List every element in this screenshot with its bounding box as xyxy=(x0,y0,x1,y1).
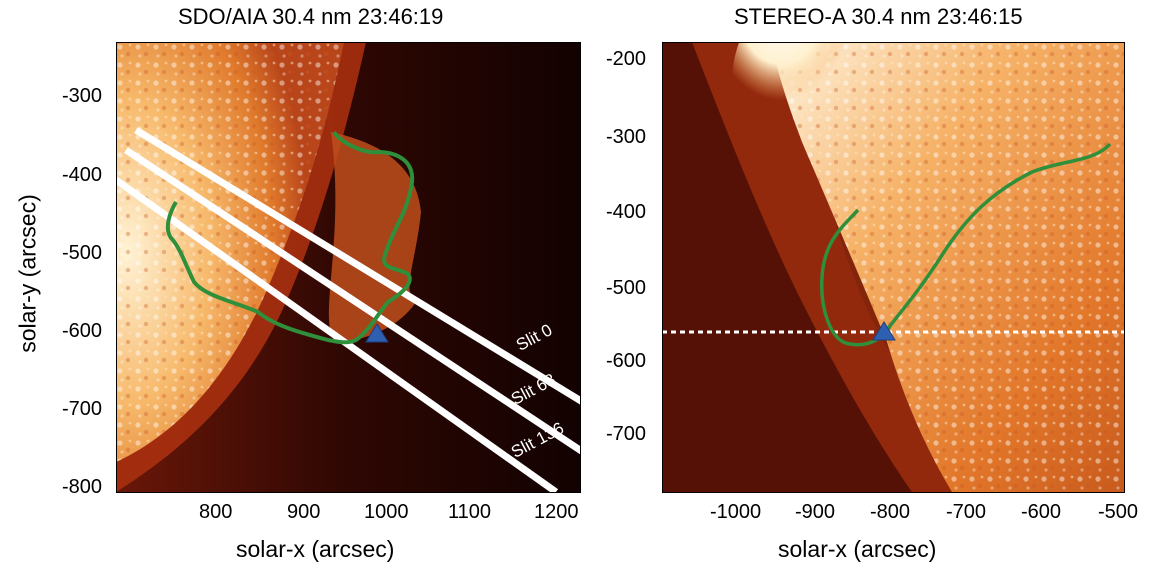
left-panel-frame xyxy=(116,42,581,493)
left-ylabel: solar-y (arcsec) xyxy=(14,194,41,353)
left-xtick: 1000 xyxy=(364,501,409,523)
left-panel-title: SDO/AIA 30.4 nm 23:46:19 xyxy=(178,4,444,29)
right-ytick: -400 xyxy=(606,201,647,223)
right-ytick: -600 xyxy=(606,350,647,372)
left-ytick: -700 xyxy=(62,398,103,420)
left-xtick: 800 xyxy=(199,501,233,523)
left-xlabel: solar-x (arcsec) xyxy=(236,536,395,562)
right-xtick: -700 xyxy=(946,501,987,523)
right-xtick: -1000 xyxy=(710,501,762,523)
right-xlabel: solar-x (arcsec) xyxy=(778,536,937,562)
right-xtick: -500 xyxy=(1098,501,1139,523)
left-ytick: -600 xyxy=(62,320,103,342)
left-xtick: 1100 xyxy=(448,501,492,523)
right-xtick: -900 xyxy=(795,501,836,523)
right-xtick: -600 xyxy=(1021,501,1062,523)
left-xtick: 900 xyxy=(287,501,321,523)
right-ytick: -700 xyxy=(606,423,647,445)
left-panel-image xyxy=(116,42,580,492)
left-ytick: -400 xyxy=(62,164,103,186)
left-xtick: 1200 xyxy=(534,501,579,523)
right-panel-frame xyxy=(662,42,1125,493)
right-ytick: -500 xyxy=(606,277,647,299)
right-panel-title: STEREO-A 30.4 nm 23:46:15 xyxy=(734,4,1023,29)
right-xtick: -800 xyxy=(870,501,911,523)
right-ytick: -200 xyxy=(606,48,647,70)
right-panel-image xyxy=(662,42,1124,492)
right-ytick: -300 xyxy=(606,126,647,148)
left-ytick: -300 xyxy=(62,85,103,107)
left-ytick: -800 xyxy=(62,476,103,498)
left-ytick: -500 xyxy=(62,242,103,264)
